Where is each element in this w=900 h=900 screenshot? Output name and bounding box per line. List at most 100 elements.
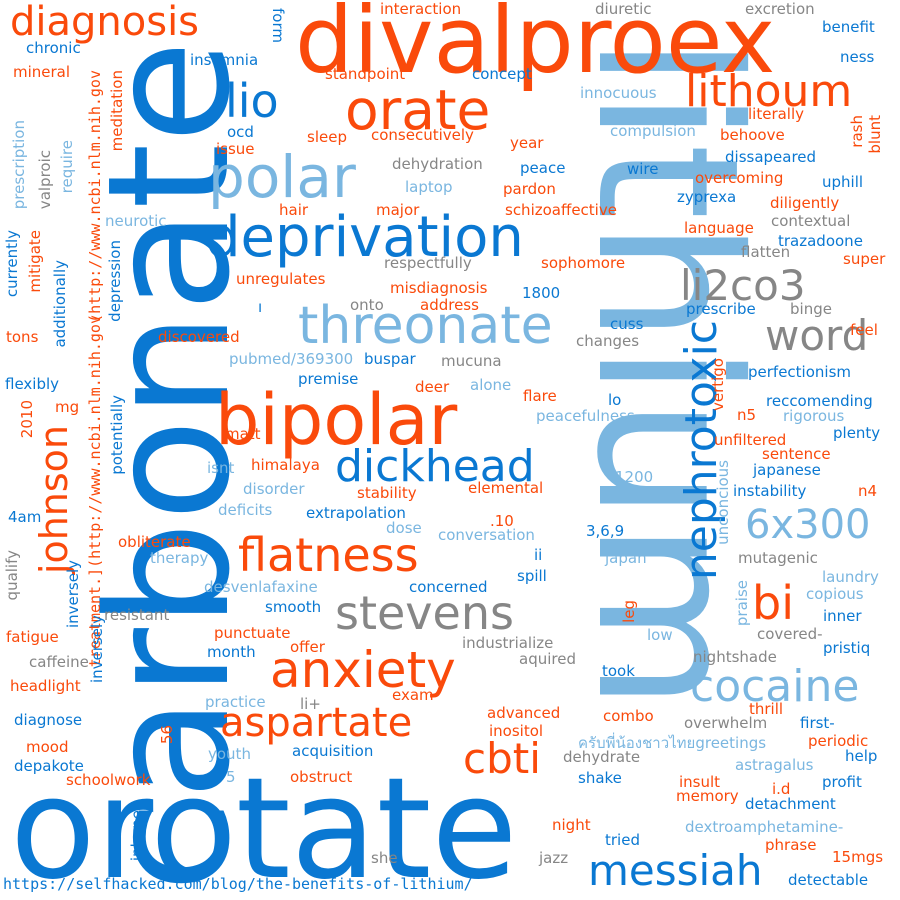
word-id: i.d [772,780,791,798]
word-benefit: benefit [822,18,875,36]
word-uphill: uphill [822,173,864,191]
word-detectable: detectable [788,871,869,889]
word-industrialize: industrialize [462,634,554,652]
word-laptop: laptop [405,178,453,196]
word-1800: 1800 [522,284,561,302]
word-dehydrate: dehydrate [563,748,641,766]
word-premise: premise [298,370,359,388]
word-practice: practice [205,693,266,711]
word-insomnia: insomnia [190,51,259,69]
word-56: 56 [158,725,176,745]
word-help: help [845,747,878,765]
word-disorder: disorder [243,480,305,498]
word-pardon: pardon [503,180,556,198]
word-depression: depression [106,240,124,322]
word-zyprexa: zyprexa [677,188,737,206]
word-dose: dose [386,519,422,537]
word-n5: n5 [737,406,757,424]
word-japan: japan [605,549,647,567]
word-lithoum: lithoum [685,66,853,117]
word-desvenlafaxine: desvenlafaxine [204,578,318,596]
word-standpoint: standpoint [325,65,406,83]
word-she: she [371,849,398,867]
word-polar: polar [208,143,356,211]
word-mg: mg [55,398,80,416]
word-advanced: advanced [487,704,561,722]
word-stability: stability [357,484,417,502]
word-overcoming: overcoming [695,169,784,187]
word-word: word [765,311,869,360]
word-major: major [376,201,420,219]
word-insult: insult [679,773,721,791]
word-inversely-2: inversely [88,615,106,684]
word-discovered: discovered [158,328,240,346]
word-tons: tons [6,328,39,346]
word-liplus: li+ [300,695,321,713]
word-schizoaffective: schizoaffective [505,201,617,219]
word-aquired: aquired [519,650,576,668]
word-qualify: qualify [3,550,21,601]
word-depakote: depakote [14,757,84,775]
word-innocuous: innocuous [580,84,657,102]
word-mutagenic: mutagenic [738,549,818,567]
word-orate: orate [345,78,491,142]
word-offer: offer [290,638,325,656]
word-require: require [58,140,76,194]
word-covered: covered- [757,625,823,643]
word-youth: youth [208,745,251,763]
word-acquisition: acquisition [292,742,374,760]
word-4am: 4am [8,508,42,526]
word-orotate: orotate [10,748,518,900]
word-year: year [510,134,544,152]
word-ness: ness [840,48,875,66]
word-cocaine: cocaine [690,661,860,712]
word-ocd: ocd [227,123,254,141]
word-concept: concept [472,65,532,83]
word-pristiq: pristiq [823,639,871,657]
word-instability: instability [733,482,807,500]
word-consecutively: consecutively [371,126,474,144]
word-literally: literally [748,105,805,123]
word-dissapeared: dissapeared [725,148,817,166]
word-respectfully: respectfully [384,254,472,272]
word-li2co3: li2co3 [680,261,806,310]
word-laundry: laundry [822,568,879,586]
word-flexibly: flexibly [5,375,60,393]
word-pubmed: pubmed/369300 [229,350,354,368]
word-cuss: cuss [610,315,644,333]
word-ii: ii [534,546,543,564]
word-isnt: isnt [207,459,235,477]
word-therapy: therapy [150,549,209,567]
word-mood: mood [26,738,69,756]
word-dehydration: dehydration [392,155,483,173]
word-mitigate: mitigate [26,230,44,293]
word-unregulates: unregulates [236,270,326,288]
word-small-i: ı [258,298,263,316]
word-smooth: smooth [265,598,322,616]
word-peace: peace [520,159,566,177]
word-johnson: johnson [32,425,76,575]
word-low: low [647,626,673,644]
word-misdiagnosis: misdiagnosis [390,279,488,297]
word-exam: exam [392,686,434,704]
word-resistant: resistant [104,606,170,624]
word-super: super [843,250,886,268]
word-periodic: periodic [808,732,869,750]
word-369: 3,6,9 [586,522,625,540]
word-first: first- [800,714,835,732]
word-divalproex: divalproex [295,0,776,94]
word-unconcious: unconcious [714,460,732,545]
word-praise: praise [733,580,751,627]
word-greetings: ครับพี่น้องชาวไทยgreetings [578,734,767,752]
word-dickhead: dickhead [335,441,535,492]
word-lithium: lithium [554,35,781,712]
word-rigorous: rigorous [783,407,845,425]
word-interaction: interaction [380,0,462,18]
word-deprivation: deprivation [205,205,524,270]
word-obstruct: obstruct [290,768,353,786]
word-headlight: headlight [10,677,81,695]
word-form: form [269,8,287,43]
word-chronic: chronic [26,39,81,57]
word-ncbi-url: (http://www.ncbi.nlm.nih.gov [86,70,104,323]
